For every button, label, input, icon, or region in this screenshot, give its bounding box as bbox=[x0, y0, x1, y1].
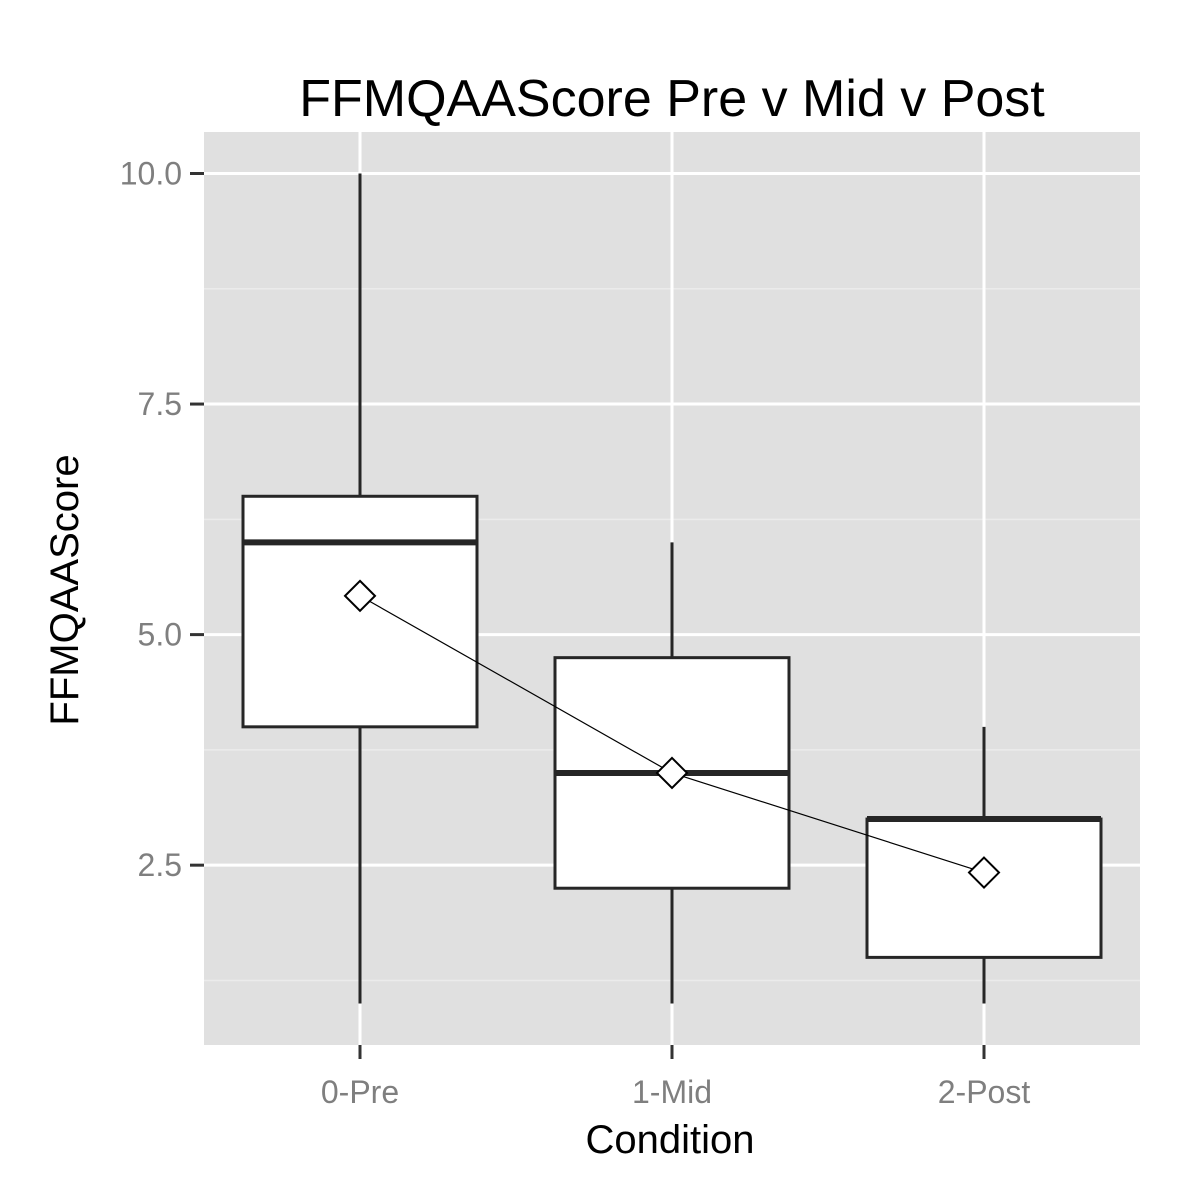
axes: 2.5 5.0 7.5 10.0 0-Pre 1-Mid 2-Post bbox=[120, 156, 1031, 1111]
x-tick-label: 2-Post bbox=[938, 1074, 1031, 1110]
y-tick-label: 10.0 bbox=[120, 156, 182, 192]
chart-title: FFMQAAScore Pre v Mid v Post bbox=[299, 70, 1045, 128]
y-axis-title: FFMQAAScore bbox=[43, 454, 87, 725]
x-axis-title: Condition bbox=[585, 1118, 754, 1162]
mean-marker bbox=[655, 756, 689, 790]
y-tick-label: 7.5 bbox=[138, 386, 182, 422]
x-tick-label: 1-Mid bbox=[632, 1074, 712, 1110]
mean-marker bbox=[967, 856, 1001, 889]
x-tick-label: 0-Pre bbox=[321, 1074, 399, 1110]
mean-layer bbox=[343, 579, 1001, 889]
y-tick-label: 5.0 bbox=[138, 617, 182, 653]
y-tick-label: 2.5 bbox=[138, 847, 182, 883]
mean-marker bbox=[343, 579, 377, 613]
